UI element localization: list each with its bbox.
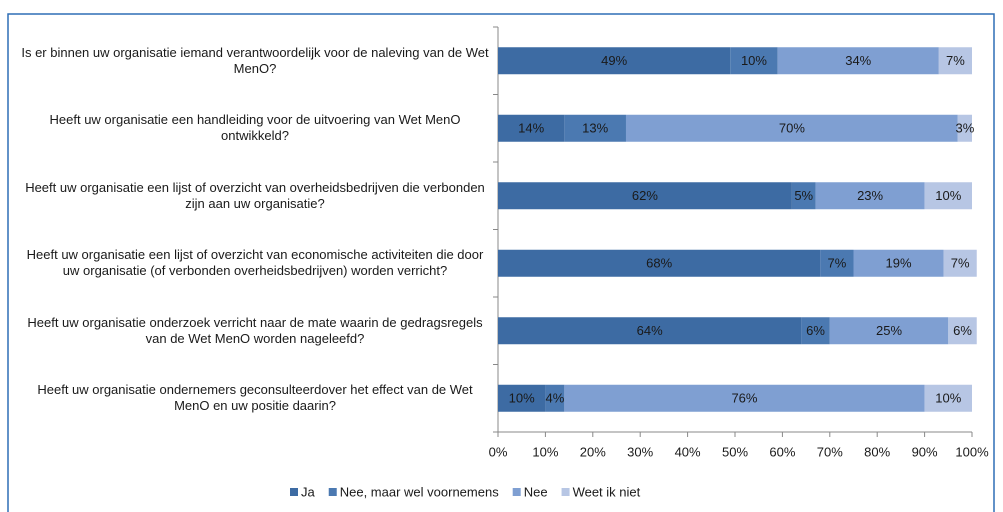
value-label: 13% xyxy=(582,121,608,136)
value-label: 70% xyxy=(779,121,805,136)
value-label: 62% xyxy=(632,188,658,203)
value-label: 7% xyxy=(828,256,847,271)
bar-segment xyxy=(957,114,972,142)
value-label: 25% xyxy=(876,323,902,338)
bar-segment xyxy=(498,114,565,142)
value-label: 6% xyxy=(806,323,825,338)
value-label: 7% xyxy=(946,53,965,68)
x-tick-label: 0% xyxy=(489,444,508,459)
value-label: 34% xyxy=(845,53,871,68)
x-tick-label: 40% xyxy=(675,444,701,459)
category-label: Heeft uw organisatie een lijst of overzi… xyxy=(26,247,484,279)
value-label: 10% xyxy=(509,391,535,406)
bar-segment xyxy=(564,384,925,412)
value-label: 49% xyxy=(601,53,627,68)
value-label: 76% xyxy=(731,391,757,406)
bar-segment xyxy=(777,47,939,75)
legend-label: Nee xyxy=(524,484,548,499)
value-label: 5% xyxy=(794,188,813,203)
bar-segment xyxy=(498,47,731,75)
value-label: 10% xyxy=(741,53,767,68)
x-tick-label: 60% xyxy=(769,444,795,459)
bar-segment xyxy=(730,47,778,75)
category-label: Is er binnen uw organisatie iemand veran… xyxy=(21,44,489,76)
value-label: 4% xyxy=(545,391,564,406)
bar-segment xyxy=(498,384,546,412)
legend-swatch xyxy=(561,488,570,496)
bar-segment xyxy=(564,114,626,142)
bar-segment xyxy=(498,249,821,277)
value-label: 10% xyxy=(935,391,961,406)
x-tick-label: 80% xyxy=(864,444,890,459)
legend-label: Nee, maar wel voornemens xyxy=(340,484,499,499)
bar-segment xyxy=(545,384,565,412)
bar-segment xyxy=(938,47,972,75)
bar-segment xyxy=(948,317,977,345)
x-tick-label: 20% xyxy=(580,444,606,459)
value-label: 64% xyxy=(637,323,663,338)
value-label: 6% xyxy=(953,323,972,338)
bar-segment xyxy=(924,384,972,412)
legend-swatch xyxy=(328,488,337,496)
bar-segment xyxy=(815,182,925,210)
x-tick-label: 50% xyxy=(722,444,748,459)
value-label: 7% xyxy=(951,256,970,271)
legend-swatch xyxy=(290,488,298,496)
legend-swatch xyxy=(512,488,521,496)
bar-segment xyxy=(801,317,830,345)
frame xyxy=(7,13,995,512)
bar-segment xyxy=(498,182,792,210)
value-label: 19% xyxy=(886,256,912,271)
bar-segment xyxy=(820,249,854,277)
value-label: 23% xyxy=(857,188,883,203)
bar-segment xyxy=(625,114,958,142)
bar-segment xyxy=(943,249,977,277)
x-tick-label: 30% xyxy=(627,444,653,459)
x-tick-label: 90% xyxy=(912,444,938,459)
category-label: Heeft uw organisatie ondernemers geconsu… xyxy=(37,382,473,414)
bar-segment xyxy=(498,317,802,345)
x-tick-label: 100% xyxy=(955,444,989,459)
legend-label: Ja xyxy=(301,484,316,499)
bar-segment xyxy=(791,182,816,210)
category-label: Heeft uw organisatie een handleiding voo… xyxy=(49,112,461,144)
value-label: 68% xyxy=(646,256,672,271)
value-label: 14% xyxy=(518,121,544,136)
legend-label: Weet ik niet xyxy=(573,484,641,499)
x-tick-label: 70% xyxy=(817,444,843,459)
bar-segment xyxy=(853,249,944,277)
value-label: 10% xyxy=(935,188,961,203)
bar-segment xyxy=(829,317,949,345)
x-tick-label: 10% xyxy=(532,444,558,459)
bar-segment xyxy=(924,182,972,210)
category-label: Heeft uw organisatie onderzoek verricht … xyxy=(27,314,483,346)
value-label: 3% xyxy=(955,121,974,136)
category-label: Heeft uw organisatie een lijst of overzi… xyxy=(25,179,485,211)
